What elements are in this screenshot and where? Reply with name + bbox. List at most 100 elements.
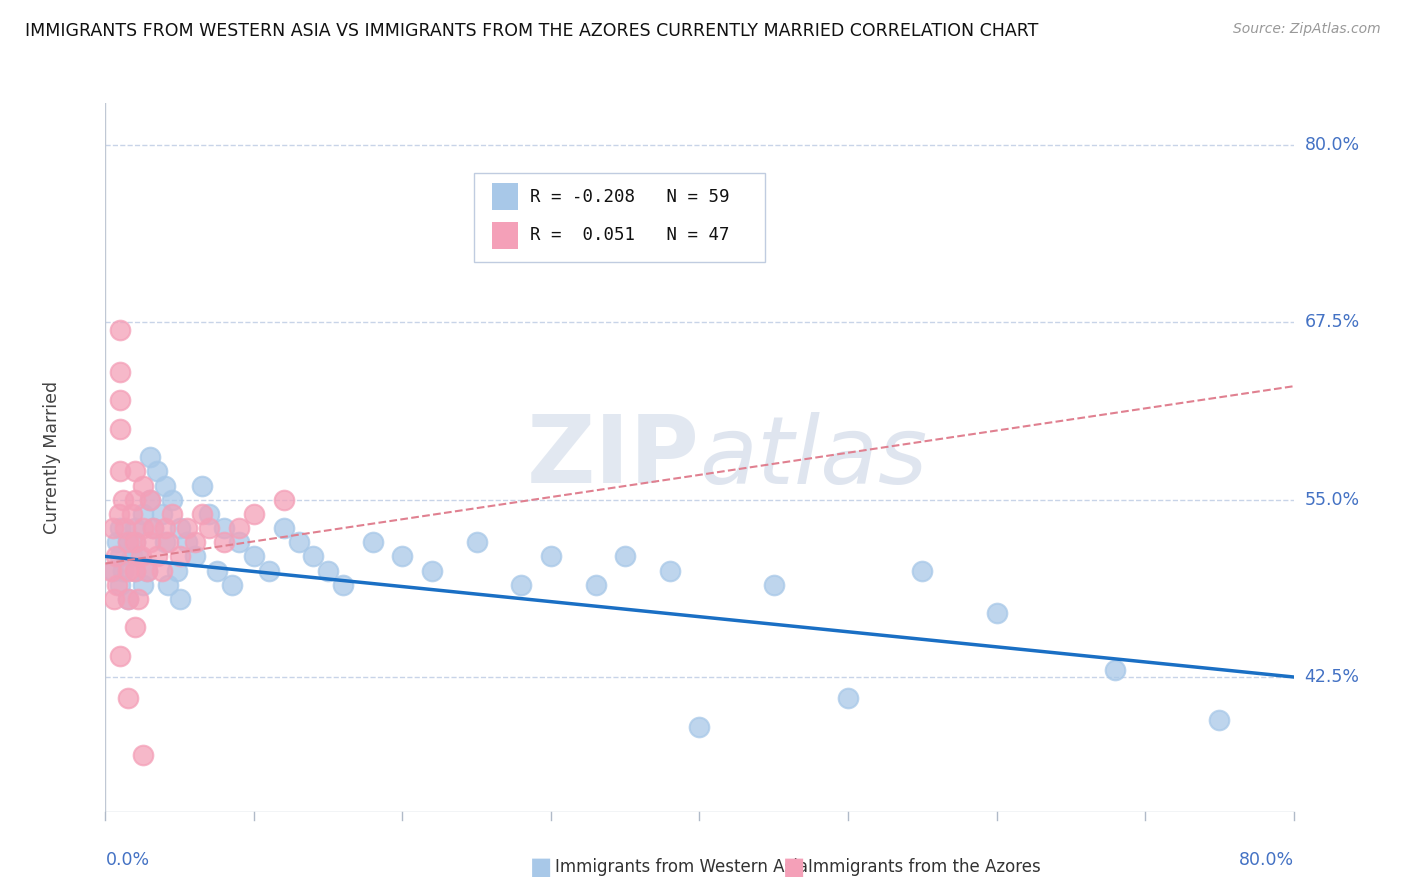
Point bbox=[131, 507, 153, 521]
Point bbox=[243, 549, 266, 564]
Point bbox=[287, 535, 309, 549]
Text: 80.0%: 80.0% bbox=[1239, 851, 1294, 869]
Bar bbox=[492, 184, 517, 211]
Point bbox=[105, 578, 128, 592]
Point bbox=[1208, 713, 1230, 727]
Point bbox=[183, 535, 205, 549]
Point bbox=[142, 521, 165, 535]
Point bbox=[221, 578, 243, 592]
Point bbox=[121, 507, 143, 521]
Point bbox=[139, 535, 162, 549]
Point bbox=[391, 549, 413, 564]
Point bbox=[162, 492, 184, 507]
Text: Immigrants from the Azores: Immigrants from the Azores bbox=[808, 858, 1042, 876]
Point bbox=[131, 478, 153, 492]
Point bbox=[110, 422, 132, 436]
Point bbox=[124, 535, 146, 549]
Point bbox=[243, 507, 266, 521]
Point bbox=[139, 492, 162, 507]
Point bbox=[110, 365, 132, 379]
Point bbox=[112, 492, 135, 507]
Point bbox=[129, 549, 152, 564]
Text: IMMIGRANTS FROM WESTERN ASIA VS IMMIGRANTS FROM THE AZORES CURRENTLY MARRIED COR: IMMIGRANTS FROM WESTERN ASIA VS IMMIGRAN… bbox=[25, 22, 1039, 40]
Point bbox=[146, 464, 169, 478]
Point bbox=[689, 720, 711, 734]
Point bbox=[124, 564, 146, 578]
Point bbox=[986, 606, 1008, 620]
Point bbox=[198, 507, 221, 521]
Point bbox=[191, 478, 214, 492]
Point bbox=[273, 492, 295, 507]
Point bbox=[762, 578, 785, 592]
Point bbox=[124, 464, 146, 478]
Point bbox=[302, 549, 325, 564]
Text: 0.0%: 0.0% bbox=[105, 851, 149, 869]
Text: 67.5%: 67.5% bbox=[1305, 313, 1360, 332]
Point bbox=[110, 521, 132, 535]
Point bbox=[131, 521, 153, 535]
Point bbox=[153, 521, 176, 535]
Point bbox=[139, 492, 162, 507]
Point bbox=[136, 564, 159, 578]
Point bbox=[837, 691, 859, 706]
Text: ■: ■ bbox=[783, 855, 806, 879]
Point bbox=[146, 549, 169, 564]
Point bbox=[124, 620, 146, 634]
Point bbox=[228, 521, 250, 535]
Point bbox=[150, 507, 173, 521]
Point bbox=[257, 564, 280, 578]
FancyBboxPatch shape bbox=[474, 173, 765, 262]
Point bbox=[110, 549, 132, 564]
Point bbox=[198, 521, 221, 535]
Point bbox=[156, 535, 179, 549]
Point bbox=[183, 549, 205, 564]
Point bbox=[614, 549, 637, 564]
Point bbox=[127, 592, 149, 607]
Point bbox=[114, 521, 136, 535]
Point bbox=[420, 564, 443, 578]
Text: ZIP: ZIP bbox=[527, 411, 700, 503]
Text: 55.0%: 55.0% bbox=[1305, 491, 1360, 508]
Point bbox=[153, 535, 176, 549]
Point bbox=[136, 564, 159, 578]
Point bbox=[110, 393, 132, 408]
Bar bbox=[492, 222, 517, 249]
Point bbox=[117, 535, 139, 549]
Point bbox=[142, 521, 165, 535]
Point bbox=[205, 564, 228, 578]
Point bbox=[214, 521, 236, 535]
Point bbox=[101, 564, 124, 578]
Point bbox=[510, 578, 533, 592]
Point bbox=[121, 549, 143, 564]
Point bbox=[100, 564, 122, 578]
Point bbox=[162, 507, 184, 521]
Point bbox=[124, 535, 146, 549]
Point bbox=[110, 578, 132, 592]
Point bbox=[131, 747, 153, 762]
Point bbox=[1104, 663, 1126, 677]
Point bbox=[150, 564, 173, 578]
Text: Currently Married: Currently Married bbox=[44, 381, 60, 533]
Point bbox=[169, 549, 191, 564]
Text: 42.5%: 42.5% bbox=[1305, 668, 1360, 686]
Point bbox=[176, 535, 198, 549]
Point bbox=[658, 564, 681, 578]
Point bbox=[104, 549, 127, 564]
Point bbox=[105, 535, 128, 549]
Point bbox=[273, 521, 295, 535]
Point bbox=[117, 691, 139, 706]
Point bbox=[124, 521, 146, 535]
Point bbox=[127, 549, 149, 564]
Point bbox=[214, 535, 236, 549]
Point bbox=[540, 549, 562, 564]
Text: ■: ■ bbox=[530, 855, 553, 879]
Point bbox=[361, 535, 384, 549]
Text: R =  0.051   N = 47: R = 0.051 N = 47 bbox=[530, 227, 730, 244]
Point bbox=[117, 592, 139, 607]
Point bbox=[139, 450, 162, 465]
Text: R = -0.208   N = 59: R = -0.208 N = 59 bbox=[530, 188, 730, 206]
Point bbox=[911, 564, 934, 578]
Point bbox=[465, 535, 488, 549]
Point bbox=[101, 521, 124, 535]
Point bbox=[228, 535, 250, 549]
